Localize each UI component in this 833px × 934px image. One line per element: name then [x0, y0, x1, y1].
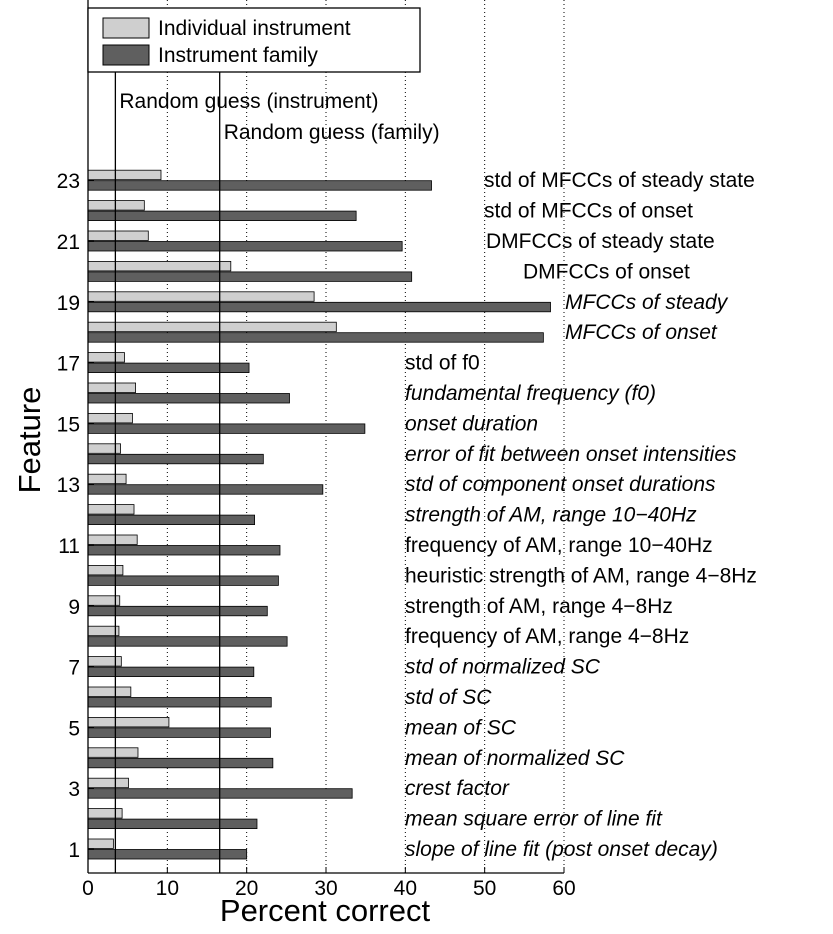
feature-label: error of fit between onset intensities — [405, 443, 737, 466]
bar-instrument-family — [87, 332, 544, 343]
bar-individual-instrument — [87, 260, 232, 272]
bar-instrument-family — [87, 210, 357, 222]
bar-individual-instrument — [87, 412, 133, 424]
feature-label: std of normalized SC — [405, 656, 601, 679]
feature-label: frequency of AM, range 4−8Hz — [405, 625, 689, 648]
y-tick-label: 9 — [68, 596, 80, 619]
feature-label: crest factor — [405, 777, 510, 800]
y-tick-label: 23 — [57, 170, 80, 193]
y-tick-label: 7 — [68, 657, 80, 680]
bar-instrument-family — [87, 849, 248, 860]
feature-label: frequency of AM, range 10−40Hz — [405, 534, 713, 557]
feature-label: mean of normalized SC — [405, 747, 625, 770]
x-tick-label: 10 — [156, 877, 179, 900]
x-tick-label: 60 — [552, 877, 575, 900]
feature-label: strength of AM, range 4−8Hz — [405, 595, 673, 618]
legend-entry: Instrument family — [158, 44, 318, 67]
bar-individual-instrument — [87, 625, 120, 637]
x-tick-label: 50 — [473, 877, 496, 900]
x-tick-label: 20 — [235, 877, 258, 900]
bar-individual-instrument — [87, 534, 138, 545]
bar-instrument-family — [87, 180, 432, 191]
bar-instrument-family — [87, 818, 258, 829]
bar-individual-instrument — [87, 504, 135, 515]
feature-label: MFCCs of steady — [565, 291, 729, 314]
bar-individual-instrument — [87, 686, 132, 697]
feature-labels: slope of line fit (post onset decay) mean… — [405, 169, 757, 861]
grid-lines — [166, 0, 565, 873]
legend-entry: Individual instrument — [158, 17, 351, 40]
x-axis-label: Percent correct — [220, 893, 431, 928]
bar-individual-instrument — [87, 352, 125, 363]
bar-instrument-family — [87, 241, 403, 252]
reference-line-label: Random guess (family) — [224, 121, 440, 144]
y-tick-label: 13 — [57, 474, 80, 497]
bar-instrument-family — [87, 636, 288, 647]
bar-individual-instrument — [87, 230, 149, 241]
x-tick-label: 0 — [82, 877, 94, 900]
feature-label: DMFCCs of onset — [523, 260, 690, 283]
y-tick-label: 19 — [57, 292, 80, 315]
bar-instrument-family — [87, 362, 250, 374]
y-tick-label: 5 — [68, 717, 80, 740]
y-tick-label: 1 — [68, 839, 80, 862]
bars — [87, 169, 551, 860]
feature-label: std of f0 — [405, 352, 480, 375]
feature-label: DMFCCs of steady state — [486, 230, 715, 253]
bar-instrument-family — [87, 484, 324, 495]
legend: Individual instrument Instrument family — [87, 7, 421, 73]
bar-individual-instrument — [87, 808, 123, 819]
reference-line-label: Random guess (instrument) — [119, 90, 378, 113]
y-tick-label: 15 — [57, 413, 80, 436]
feature-label: mean of SC — [405, 716, 517, 739]
feature-label: fundamental frequency (f0) — [405, 382, 656, 405]
bar-instrument-family — [87, 423, 366, 434]
bar-individual-instrument — [87, 838, 114, 849]
bar-instrument-family — [87, 575, 279, 586]
bar-individual-instrument — [87, 565, 124, 576]
y-tick-label: 3 — [68, 778, 80, 801]
bar-instrument-family — [87, 545, 281, 556]
reference-lines: Random guess (instrument) Random guess (f… — [114, 38, 440, 873]
feature-label: std of component onset durations — [405, 473, 716, 496]
bar-individual-instrument — [87, 291, 315, 302]
y-tick-label: 17 — [57, 353, 80, 376]
bar-individual-instrument — [87, 169, 162, 181]
x-tick-label: 40 — [394, 877, 417, 900]
bar-individual-instrument — [87, 321, 337, 333]
y-tick-label: 21 — [57, 231, 80, 254]
bar-instrument-family — [87, 666, 255, 677]
legend-swatch — [102, 44, 150, 66]
bar-individual-instrument — [87, 382, 136, 393]
bar-individual-instrument — [87, 747, 139, 758]
feature-label: MFCCs of onset — [565, 321, 718, 344]
bar-instrument-family — [87, 514, 256, 525]
bar-individual-instrument — [87, 717, 170, 728]
feature-label: slope of line fit (post onset decay) — [405, 838, 718, 861]
y-axis-label: Feature — [12, 387, 47, 494]
feature-label: std of MFCCs of onset — [484, 200, 693, 223]
bar-instrument-family — [87, 301, 551, 313]
bar-individual-instrument — [87, 473, 127, 485]
feature-label: mean square error of line fit — [405, 808, 663, 831]
bar-instrument-family — [87, 271, 413, 282]
feature-label: heuristic strength of AM, range 4−8Hz — [405, 564, 757, 587]
x-tick-label: 30 — [314, 877, 337, 900]
legend-swatch — [102, 17, 150, 39]
bar-instrument-family — [87, 393, 290, 404]
feature-label: std of MFCCs of steady state — [484, 169, 755, 192]
feature-label: onset duration — [405, 412, 538, 435]
feature-label: strength of AM, range 10−40Hz — [405, 504, 697, 527]
bar-individual-instrument — [87, 777, 129, 789]
bar-instrument-family — [87, 453, 264, 465]
bar-individual-instrument — [87, 656, 122, 667]
bar-individual-instrument — [87, 200, 145, 211]
y-tick-label: 11 — [58, 535, 80, 558]
feature-label: std of SC — [405, 686, 492, 709]
